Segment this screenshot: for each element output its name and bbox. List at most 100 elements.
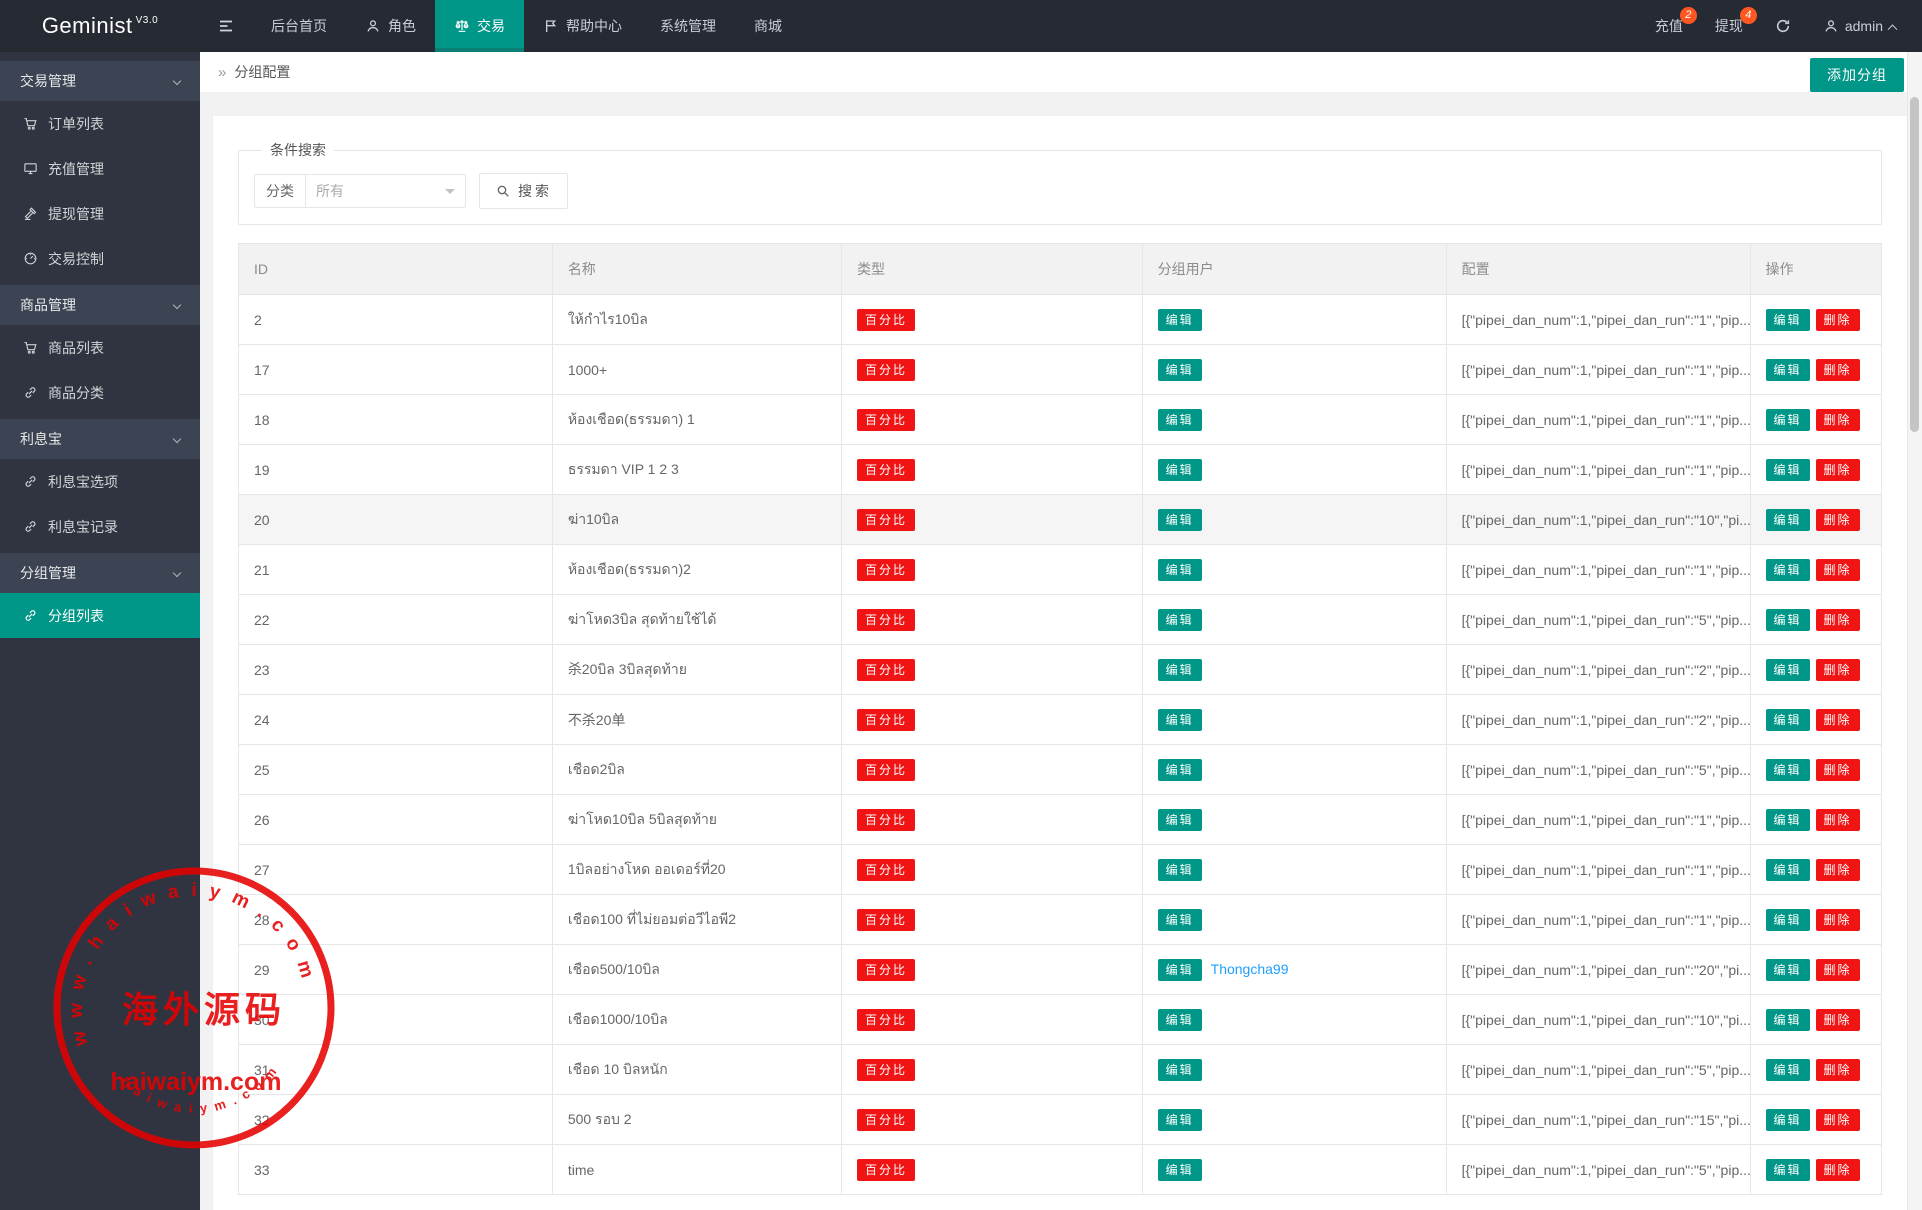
cell-type: 百分比 xyxy=(840,644,1143,695)
edit-button[interactable]: 编辑 xyxy=(1765,958,1810,981)
sidebar-section-product-management[interactable]: 商品管理 xyxy=(0,285,200,325)
cell-id: 24 xyxy=(238,694,553,745)
group-edit-badge[interactable]: 编辑 xyxy=(1157,558,1202,581)
group-edit-badge[interactable]: 编辑 xyxy=(1157,808,1202,831)
sidebar-section-title: 利息宝 xyxy=(20,431,62,447)
cell-group-users: 编辑 xyxy=(1141,344,1447,395)
group-edit-badge[interactable]: 编辑 xyxy=(1157,1058,1202,1081)
sidebar-item-product-list[interactable]: 商品列表 xyxy=(0,325,200,370)
sidebar-item-recharge-management[interactable]: 充值管理 xyxy=(0,146,200,191)
group-edit-badge[interactable]: 编辑 xyxy=(1157,1158,1202,1181)
group-edit-badge[interactable]: 编辑 xyxy=(1157,458,1202,481)
nav-item-home[interactable]: 后台首页 xyxy=(252,0,346,52)
edit-button[interactable]: 编辑 xyxy=(1765,608,1810,631)
group-edit-badge[interactable]: 编辑 xyxy=(1157,858,1202,881)
delete-button[interactable]: 删除 xyxy=(1815,758,1860,781)
delete-button[interactable]: 删除 xyxy=(1815,508,1860,531)
edit-button[interactable]: 编辑 xyxy=(1765,758,1810,781)
sidebar-item-lixibao-options[interactable]: 利息宝选项 xyxy=(0,459,200,504)
group-edit-badge[interactable]: 编辑 xyxy=(1157,508,1202,531)
recharge-nav-item[interactable]: 充值 2 xyxy=(1639,0,1699,52)
sidebar-item-group-list[interactable]: 分组列表 xyxy=(0,593,200,638)
category-select[interactable]: 分类 所有 xyxy=(254,174,466,208)
delete-button[interactable]: 删除 xyxy=(1815,558,1860,581)
sidebar-item-product-category[interactable]: 商品分类 xyxy=(0,370,200,415)
link-icon xyxy=(23,385,38,400)
cell-name: ธรรมดา VIP 1 2 3 xyxy=(551,444,842,495)
edit-button[interactable]: 编辑 xyxy=(1765,458,1810,481)
sidebar-section-trade-management[interactable]: 交易管理 xyxy=(0,61,200,101)
cell-name: time xyxy=(551,1144,842,1195)
menu-toggle-icon[interactable] xyxy=(200,0,252,52)
delete-button[interactable]: 删除 xyxy=(1815,858,1860,881)
delete-button[interactable]: 删除 xyxy=(1815,658,1860,681)
nav-item-roles[interactable]: 角色 xyxy=(346,0,435,52)
edit-button[interactable]: 编辑 xyxy=(1765,408,1810,431)
delete-button[interactable]: 删除 xyxy=(1815,958,1860,981)
nav-item-system-management[interactable]: 系统管理 xyxy=(641,0,735,52)
nav-item-mall[interactable]: 商城 xyxy=(735,0,801,52)
edit-button[interactable]: 编辑 xyxy=(1765,1108,1810,1131)
sidebar-section-group-management[interactable]: 分组管理 xyxy=(0,553,200,593)
scrollbar-thumb[interactable] xyxy=(1910,97,1919,432)
delete-button[interactable]: 删除 xyxy=(1815,308,1860,331)
cell-id: 28 xyxy=(238,894,553,945)
delete-button[interactable]: 删除 xyxy=(1815,1108,1860,1131)
group-edit-badge[interactable]: 编辑 xyxy=(1157,758,1202,781)
edit-button[interactable]: 编辑 xyxy=(1765,908,1810,931)
delete-button[interactable]: 删除 xyxy=(1815,458,1860,481)
edit-button[interactable]: 编辑 xyxy=(1765,1058,1810,1081)
edit-button[interactable]: 编辑 xyxy=(1765,658,1810,681)
group-edit-badge[interactable]: 编辑 xyxy=(1157,958,1202,981)
sidebar-item-withdraw-management[interactable]: 提现管理 xyxy=(0,191,200,236)
delete-button[interactable]: 删除 xyxy=(1815,1008,1860,1031)
group-edit-badge[interactable]: 编辑 xyxy=(1157,1008,1202,1031)
sidebar-item-order-list[interactable]: 订单列表 xyxy=(0,101,200,146)
edit-button[interactable]: 编辑 xyxy=(1765,1008,1810,1031)
table-row: 17 1000+ 百分比 编辑 [{"pipei_dan_num":1,"pipei_d… xyxy=(238,344,1883,395)
edit-button[interactable]: 编辑 xyxy=(1765,858,1810,881)
edit-button[interactable]: 编辑 xyxy=(1765,808,1810,831)
nav-item-label: 帮助中心 xyxy=(566,18,622,34)
refresh-button[interactable] xyxy=(1759,0,1807,52)
delete-button[interactable]: 删除 xyxy=(1815,408,1860,431)
group-edit-badge[interactable]: 编辑 xyxy=(1157,658,1202,681)
sidebar-item-trade-control[interactable]: 交易控制 xyxy=(0,236,200,281)
delete-button[interactable]: 删除 xyxy=(1815,358,1860,381)
cell-id: 30 xyxy=(238,994,553,1045)
cell-config: [{"pipei_dan_num":1,"pipei_dan_run":"1",… xyxy=(1445,894,1751,945)
cell-config: [{"pipei_dan_num":1,"pipei_dan_run":"1",… xyxy=(1445,344,1751,395)
edit-button[interactable]: 编辑 xyxy=(1765,708,1810,731)
delete-button[interactable]: 删除 xyxy=(1815,1058,1860,1081)
cell-type: 百分比 xyxy=(840,594,1143,645)
group-edit-badge[interactable]: 编辑 xyxy=(1157,708,1202,731)
delete-button[interactable]: 删除 xyxy=(1815,808,1860,831)
group-edit-badge[interactable]: 编辑 xyxy=(1157,358,1202,381)
edit-button[interactable]: 编辑 xyxy=(1765,558,1810,581)
app-logo[interactable]: Geminist V3.0 xyxy=(0,0,200,52)
delete-button[interactable]: 删除 xyxy=(1815,908,1860,931)
group-edit-badge[interactable]: 编辑 xyxy=(1157,908,1202,931)
vertical-scrollbar[interactable] xyxy=(1907,52,1922,1210)
group-user-link[interactable]: Thongcha99 xyxy=(1210,960,1289,977)
edit-button[interactable]: 编辑 xyxy=(1765,308,1810,331)
search-button[interactable]: 搜索 xyxy=(479,173,568,209)
delete-button[interactable]: 删除 xyxy=(1815,708,1860,731)
nav-item-trade[interactable]: 交易 xyxy=(435,0,524,52)
group-edit-badge[interactable]: 编辑 xyxy=(1157,408,1202,431)
group-edit-badge[interactable]: 编辑 xyxy=(1157,608,1202,631)
group-edit-badge[interactable]: 编辑 xyxy=(1157,308,1202,331)
group-edit-badge[interactable]: 编辑 xyxy=(1157,1108,1202,1131)
delete-button[interactable]: 删除 xyxy=(1815,1158,1860,1181)
edit-button[interactable]: 编辑 xyxy=(1765,508,1810,531)
delete-button[interactable]: 删除 xyxy=(1815,608,1860,631)
nav-item-help-center[interactable]: 帮助中心 xyxy=(524,0,641,52)
edit-button[interactable]: 编辑 xyxy=(1765,358,1810,381)
add-group-button[interactable]: 添加分组 xyxy=(1810,58,1904,92)
sidebar-item-lixibao-records[interactable]: 利息宝记录 xyxy=(0,504,200,549)
user-menu[interactable]: admin xyxy=(1807,0,1912,52)
cell-name: ฆ่าโหด10บิล 5บิลสุดท้าย xyxy=(551,794,842,845)
edit-button[interactable]: 编辑 xyxy=(1765,1158,1810,1181)
withdraw-nav-item[interactable]: 提现 4 xyxy=(1699,0,1759,52)
sidebar-section-lixibao[interactable]: 利息宝 xyxy=(0,419,200,459)
